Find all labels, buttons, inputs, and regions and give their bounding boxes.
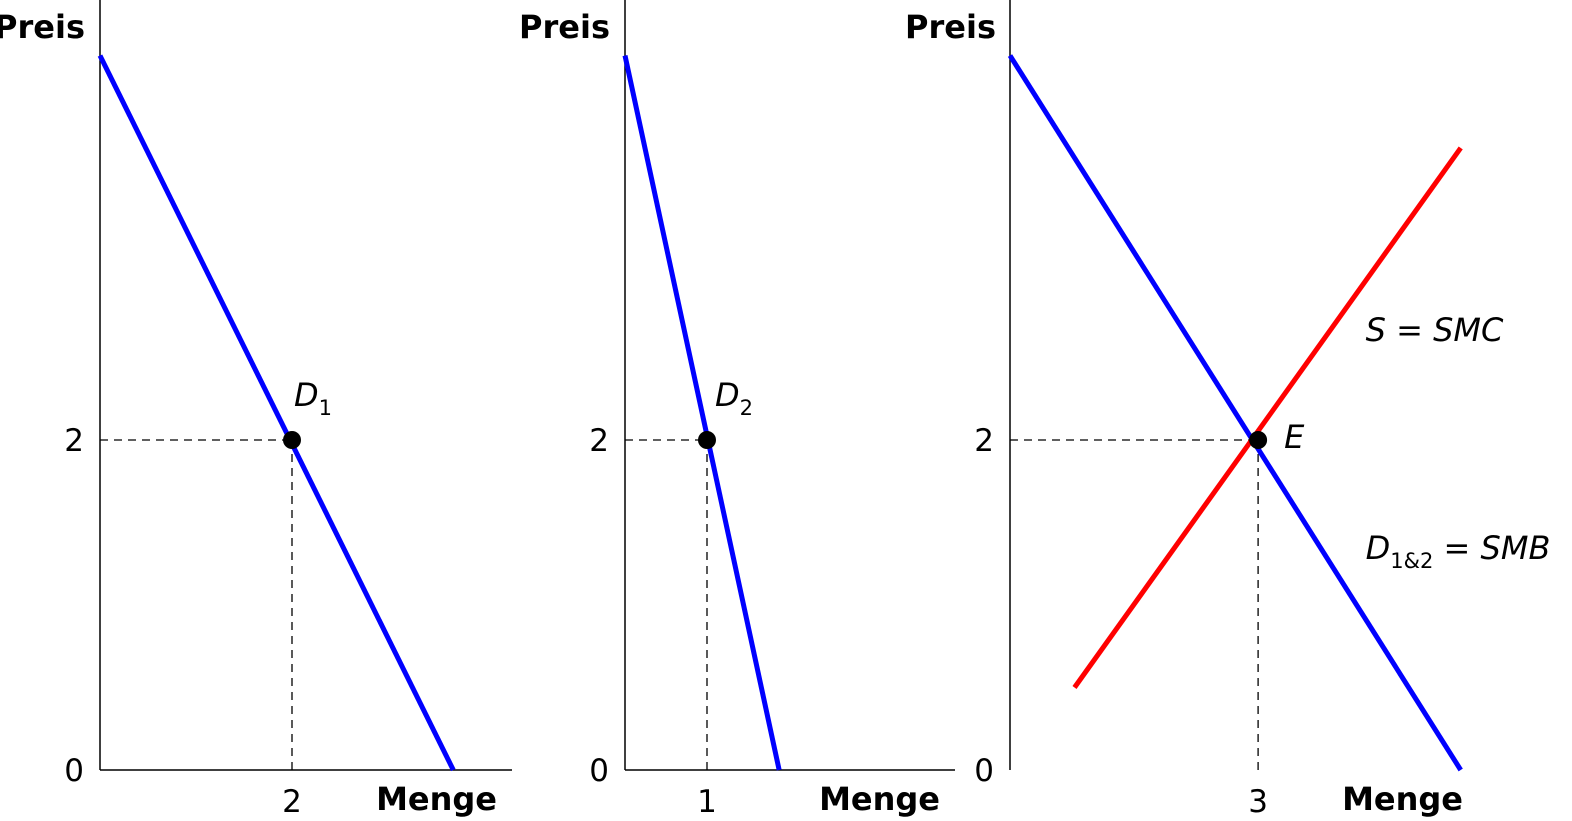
panel1-x-tick-label: 2 [282,784,302,820]
panel2-y-axis-title: Preis [519,8,610,46]
panel3-point-label: E [1284,418,1305,456]
panel3-y-tick-label: 0 [974,753,994,789]
panel3-x-tick-label: 3 [1248,784,1268,820]
panel1-x-axis-title: Menge [376,780,497,818]
panel3-point-marker [1249,431,1268,449]
panel3-x-axis-title: Menge [1342,780,1463,818]
panel3-y-axis-title: Preis [905,8,996,46]
panel2-y-tick-label: 0 [589,753,609,789]
panel1-y-tick-label: 0 [64,753,84,789]
panel2-x-tick-label: 1 [697,784,717,820]
panel3-curve-label: S = SMC [1366,311,1504,349]
panel3-curve-label: D1&2 = SMB [1366,529,1551,573]
panel2-y-tick-label: 2 [589,423,609,459]
panel3-y-tick-label: 2 [974,423,994,459]
panel2-demand-curve [622,55,782,771]
panel1-y-tick-label: 2 [64,423,84,459]
panel1-y-axis-title: Preis [0,8,85,46]
panel2-point-label: D2 [715,376,753,420]
panel3-supply-curve [1072,146,1463,689]
panel1-demand-curve [97,54,456,772]
panel1-point-label: D1 [294,376,332,420]
panel1-point-marker [283,431,301,449]
panel2-point-marker [698,431,716,449]
panel3-demand-curve [1007,54,1463,772]
panel2-x-axis-title: Menge [819,780,940,818]
